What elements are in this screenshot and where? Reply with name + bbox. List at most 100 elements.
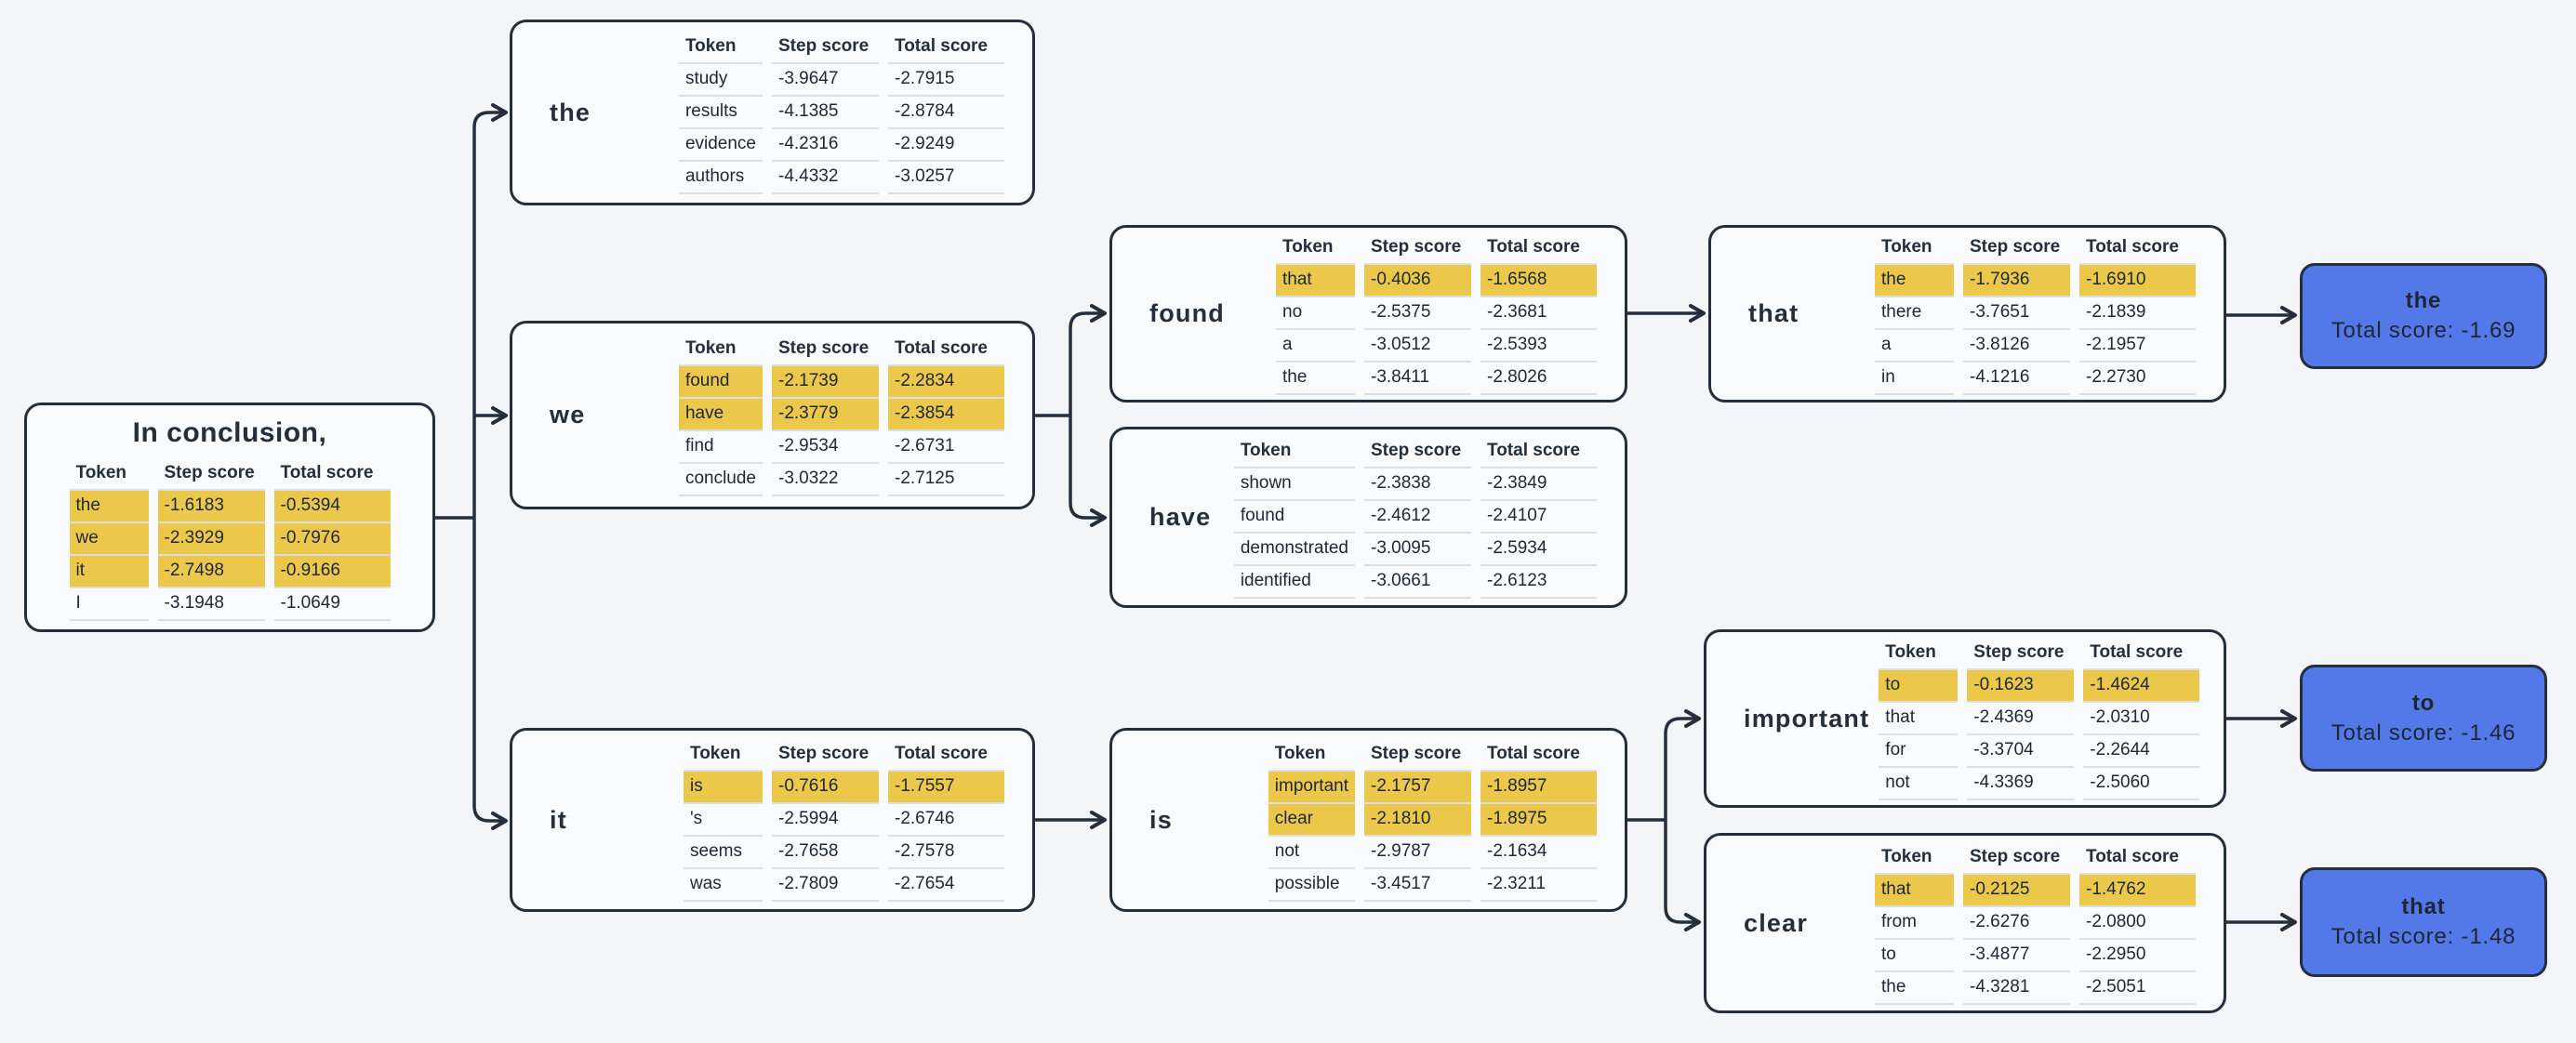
step-score-cell: -3.7651	[1963, 297, 2070, 330]
token-cell: that	[1276, 265, 1355, 297]
token-row: is -0.7616 -1.7557	[684, 771, 1004, 804]
total-score-cell: -2.6746	[888, 804, 1004, 837]
token-cell: there	[1875, 297, 1954, 330]
step-score-cell: -4.1385	[772, 97, 879, 129]
token-cell: results	[678, 97, 763, 129]
total-score-cell: -2.2730	[2079, 363, 2196, 395]
column-header-token: Token	[1875, 232, 1954, 265]
step-score-cell: -3.4517	[1364, 869, 1471, 902]
step-score-cell: -0.1623	[1967, 669, 2075, 703]
total-score-cell: -2.8026	[1481, 363, 1597, 395]
node-token-label: the	[550, 98, 591, 126]
token-cell: is	[684, 771, 763, 804]
token-row: the -4.3281 -2.5051	[1875, 972, 2196, 1005]
terminal-the: the Total score: -1.69	[2300, 263, 2547, 369]
total-score-cell: -2.6731	[888, 431, 1004, 464]
step-score-cell: -0.2125	[1963, 874, 2070, 907]
connector-is-clear	[1664, 820, 1701, 931]
token-row: find -2.9534 -2.6731	[678, 431, 1004, 464]
token-row: results -4.1385 -2.8784	[678, 97, 1004, 129]
column-header-step-score: Step score	[1963, 842, 2070, 875]
node-that: that Token Step score Total score the -1.…	[1708, 225, 2226, 403]
table-header-row: Token Step score Total score	[684, 739, 1004, 772]
table-header-row: Token Step score Total score	[1875, 232, 2196, 265]
total-score-cell: -2.3849	[1481, 469, 1597, 501]
token-row: seems -2.7658 -2.7578	[684, 837, 1004, 869]
token-row: the -1.6183 -0.5394	[69, 491, 391, 523]
total-score-cell: -1.4762	[2079, 874, 2196, 907]
root-token-table: Token Step score Total score the -1.6183-…	[60, 458, 400, 621]
total-score-cell: -2.2834	[888, 366, 1004, 399]
column-header-step-score: Step score	[157, 458, 265, 491]
step-score-cell: -2.3779	[772, 399, 879, 431]
token-cell: found	[678, 366, 763, 399]
step-score-cell: -2.7809	[772, 869, 879, 902]
token-cell: demonstrated	[1233, 534, 1355, 566]
step-score-cell: -3.3704	[1967, 735, 2075, 768]
step-score-cell: -2.3838	[1364, 469, 1471, 501]
total-score-cell: -1.6568	[1481, 265, 1597, 297]
total-score-cell: -2.5393	[1481, 330, 1597, 363]
total-score-cell: -2.7125	[888, 464, 1004, 496]
token-cell: no	[1276, 297, 1355, 330]
total-score-cell: -2.0800	[2079, 907, 2196, 940]
node-token-label: found	[1149, 299, 1225, 327]
token-row: for -3.3704 -2.2644	[1879, 735, 2200, 768]
step-score-cell: -3.0095	[1364, 534, 1471, 566]
column-header-token: Token	[1233, 436, 1355, 469]
token-row: a -3.0512 -2.5393	[1276, 330, 1597, 363]
node-token-label: we	[550, 401, 586, 429]
total-score-cell: -1.4624	[2083, 669, 2200, 703]
terminal-total-score: Total score: -1.48	[2330, 924, 2516, 949]
column-header-step-score: Step score	[1967, 638, 2075, 670]
column-header-step-score: Step score	[1963, 232, 2070, 265]
token-cell: identified	[1233, 566, 1355, 599]
token-cell: found	[1233, 501, 1355, 534]
token-table: Token Step score Total score study -3.964…	[670, 32, 1014, 194]
token-row: not -4.3369 -2.5060	[1879, 768, 2200, 800]
step-score-cell: -0.7616	[772, 771, 879, 804]
total-score-cell: -2.8784	[888, 97, 1004, 129]
node-have: have Token Step score Total score shown -…	[1109, 427, 1627, 608]
step-score-cell: -1.7936	[1963, 265, 2070, 297]
terminal-word: to	[2411, 690, 2436, 716]
token-cell: seems	[684, 837, 763, 869]
total-score-cell: -2.3211	[1481, 869, 1597, 902]
step-score-cell: -1.6183	[157, 491, 265, 523]
token-cell: clear	[1268, 803, 1355, 837]
total-score-cell: -1.8957	[1481, 771, 1597, 804]
total-score-cell: -2.9249	[888, 129, 1004, 162]
total-score-cell: -2.4107	[1481, 501, 1597, 534]
token-row: study -3.9647 -2.7915	[678, 64, 1004, 97]
table-header-row: Token Step score Total score	[1879, 638, 2200, 670]
token-cell: evidence	[678, 129, 763, 162]
table-header-row: Token Step score Total score	[1875, 842, 2196, 875]
step-score-cell: -3.0322	[772, 464, 879, 496]
total-score-cell: -2.2950	[2079, 940, 2196, 972]
table-header-row: Token Step score Total score	[678, 334, 1004, 366]
step-score-cell: -2.5375	[1364, 297, 1471, 330]
token-row: clear -2.1810 -1.8975	[1268, 803, 1597, 837]
token-row: found -2.4612 -2.4107	[1233, 501, 1597, 534]
token-cell: to	[1879, 669, 1959, 703]
total-score-cell: -2.5060	[2083, 768, 2200, 800]
node-token-label: have	[1149, 503, 1212, 531]
step-score-cell: -2.1757	[1364, 771, 1471, 804]
step-score-cell: -3.8411	[1364, 363, 1471, 395]
token-row: it -2.7498 -0.9166	[69, 556, 391, 588]
step-score-cell: -4.1216	[1963, 363, 2070, 395]
token-table: Token Step score Total score to -0.1623 -1…	[1869, 638, 2209, 800]
total-score-cell: -3.0257	[888, 162, 1004, 194]
node-token-label: is	[1149, 805, 1173, 834]
total-score-cell: -2.6123	[1481, 566, 1597, 599]
column-header-token: Token	[678, 32, 763, 64]
column-header-token: Token	[69, 458, 149, 491]
step-score-cell: -2.1810	[1364, 803, 1471, 837]
token-cell: from	[1875, 907, 1954, 940]
column-header-token: Token	[1268, 739, 1355, 772]
step-score-cell: -4.3281	[1963, 972, 2070, 1005]
token-cell: not	[1879, 768, 1959, 800]
column-header-step-score: Step score	[1364, 739, 1471, 772]
column-header-step-score: Step score	[772, 32, 879, 64]
